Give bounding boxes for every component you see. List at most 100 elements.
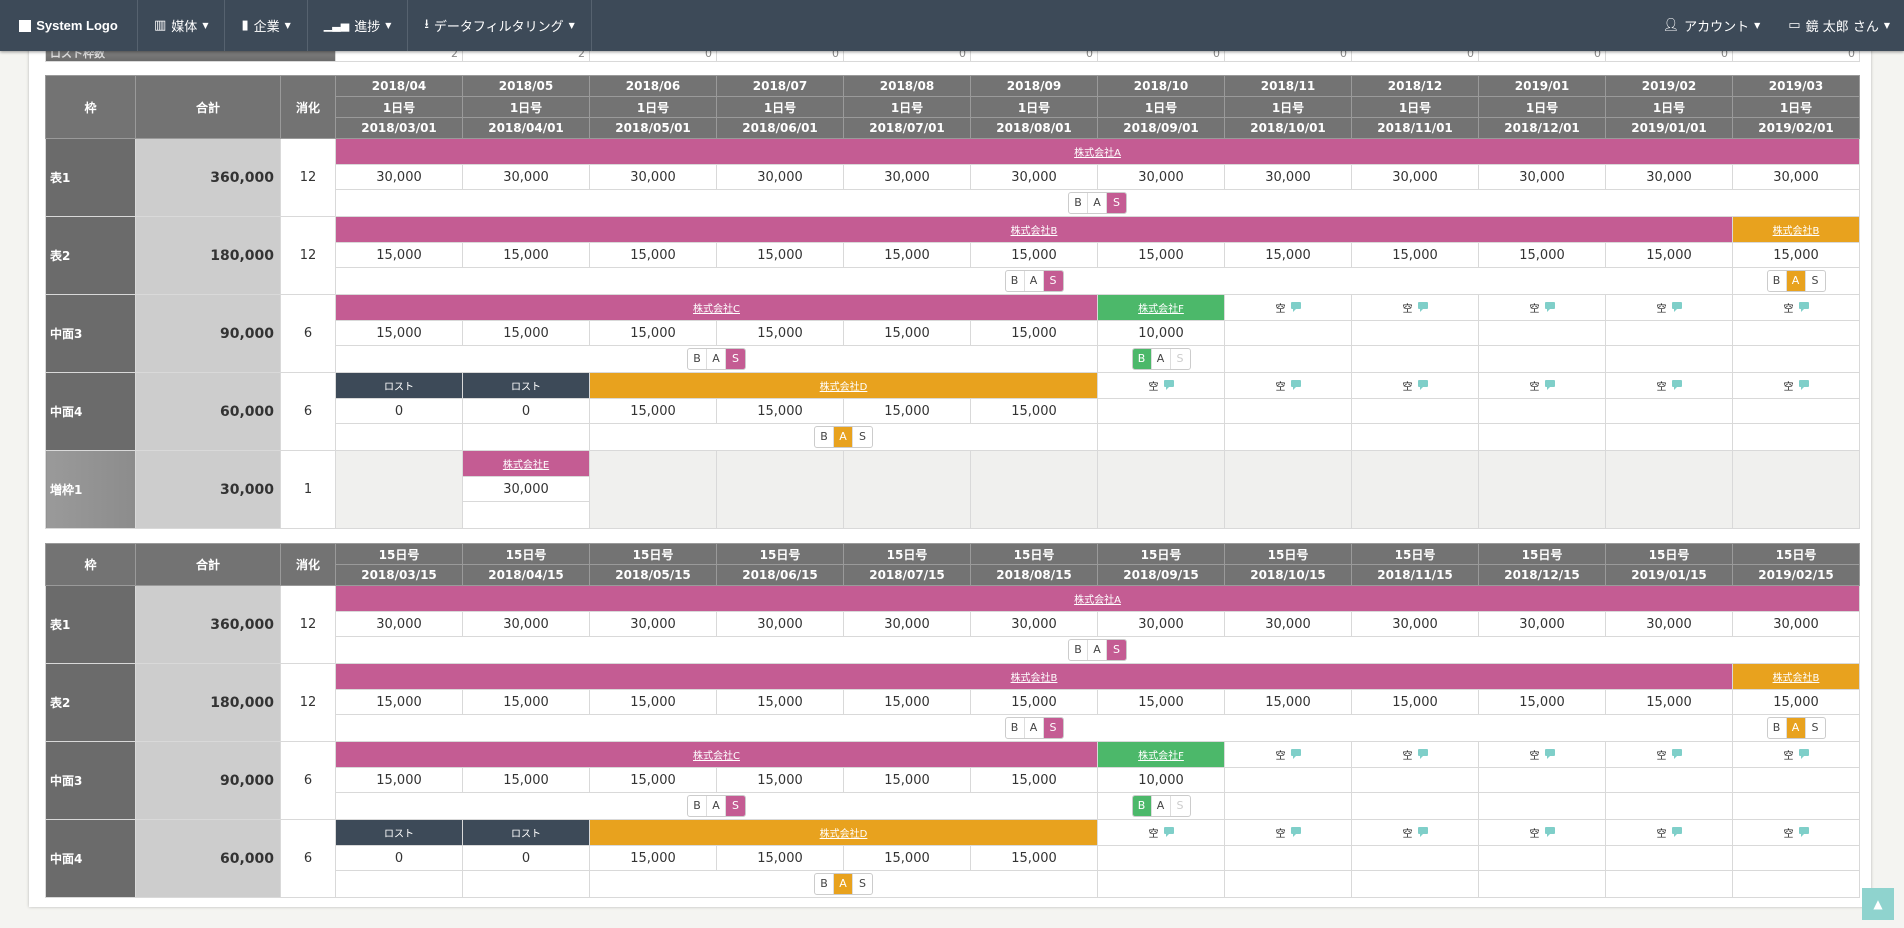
company-link[interactable]: 株式会社F (1138, 751, 1184, 762)
status-b-button[interactable]: B (1069, 193, 1088, 213)
vacant-slot[interactable]: 空 (1224, 741, 1352, 768)
status-b-button[interactable]: B (815, 427, 834, 447)
comment-icon[interactable] (1544, 302, 1555, 312)
vacant-slot[interactable]: 空 (1224, 819, 1352, 846)
nav-menu-data-filtering[interactable]: ⭳ データフィルタリング ▼ (408, 0, 592, 51)
status-s-button[interactable]: S (1176, 352, 1184, 365)
status-b-button[interactable]: B (1768, 718, 1787, 738)
vacant-slot[interactable]: 空 (1478, 294, 1606, 321)
comment-icon[interactable] (1290, 380, 1301, 390)
status-s-button[interactable]: S (1811, 721, 1819, 734)
company-booking[interactable]: 株式会社C (335, 741, 1098, 768)
status-a-button[interactable]: A (834, 874, 853, 894)
comment-icon[interactable] (1671, 749, 1682, 759)
status-s-button[interactable]: S (1176, 799, 1184, 812)
comment-icon[interactable] (1417, 380, 1428, 390)
comment-icon[interactable] (1798, 380, 1809, 390)
status-s-button[interactable]: S (859, 877, 866, 890)
vacant-slot[interactable]: 空 (1351, 819, 1479, 846)
vacant-slot[interactable]: 空 (1351, 294, 1479, 321)
company-link[interactable]: 株式会社B (1772, 673, 1820, 684)
comment-icon[interactable] (1671, 380, 1682, 390)
company-link[interactable]: 株式会社D (819, 382, 868, 393)
vacant-slot[interactable]: 空 (1605, 294, 1733, 321)
status-s-button[interactable]: S (1811, 274, 1819, 287)
vacant-slot[interactable]: 空 (1732, 372, 1860, 399)
status-b-button[interactable]: B (1132, 349, 1152, 369)
status-a-button[interactable]: A (1786, 271, 1806, 291)
comment-icon[interactable] (1290, 827, 1301, 837)
vacant-slot[interactable]: 空 (1097, 372, 1225, 399)
vacant-slot[interactable]: 空 (1478, 372, 1606, 399)
status-a-button[interactable]: A (1088, 640, 1107, 660)
status-a-button[interactable]: A (1152, 796, 1171, 816)
vacant-slot[interactable]: 空 (1732, 819, 1860, 846)
comment-icon[interactable] (1671, 302, 1682, 312)
status-s-button[interactable]: S (1107, 640, 1126, 660)
comment-icon[interactable] (1163, 827, 1174, 837)
company-link[interactable]: 株式会社B (1010, 673, 1058, 684)
company-link[interactable]: 株式会社D (819, 829, 868, 840)
comment-icon[interactable] (1290, 302, 1301, 312)
company-link[interactable]: 株式会社B (1772, 226, 1820, 237)
vacant-slot[interactable]: 空 (1097, 819, 1225, 846)
company-link[interactable]: 株式会社E (502, 460, 550, 471)
vacant-slot[interactable]: 空 (1478, 819, 1606, 846)
status-a-button[interactable]: A (1088, 193, 1107, 213)
status-a-button[interactable]: A (707, 796, 726, 816)
status-a-button[interactable]: A (1152, 349, 1171, 369)
vacant-slot[interactable]: 空 (1605, 819, 1733, 846)
vacant-slot[interactable]: 空 (1732, 294, 1860, 321)
nav-account-menu[interactable]: 👤︎ アカウント ▼ (1649, 0, 1775, 51)
company-booking[interactable]: 株式会社B (335, 663, 1733, 690)
company-booking[interactable]: 株式会社F (1097, 741, 1225, 768)
status-b-button[interactable]: B (1768, 271, 1787, 291)
vacant-slot[interactable]: 空 (1605, 741, 1733, 768)
status-s-button[interactable]: S (726, 796, 745, 816)
comment-icon[interactable] (1544, 380, 1555, 390)
vacant-slot[interactable]: 空 (1605, 372, 1733, 399)
vacant-slot[interactable]: 空 (1351, 372, 1479, 399)
status-b-button[interactable]: B (1069, 640, 1088, 660)
company-link[interactable]: 株式会社A (1074, 595, 1121, 606)
company-booking[interactable]: 株式会社F (1097, 294, 1225, 321)
status-b-button[interactable]: B (1132, 796, 1152, 816)
comment-icon[interactable] (1544, 749, 1555, 759)
status-b-button[interactable]: B (1006, 271, 1025, 291)
company-link[interactable]: 株式会社A (1074, 148, 1121, 159)
vacant-slot[interactable]: 空 (1224, 294, 1352, 321)
company-booking[interactable]: 株式会社A (335, 585, 1860, 612)
status-b-button[interactable]: B (815, 874, 834, 894)
vacant-slot[interactable]: 空 (1351, 741, 1479, 768)
nav-menu-company[interactable]: ▮ 企業 ▼ (225, 0, 308, 51)
status-a-button[interactable]: A (1025, 271, 1044, 291)
status-s-button[interactable]: S (1043, 718, 1063, 738)
comment-icon[interactable] (1798, 302, 1809, 312)
system-logo[interactable]: System Logo (0, 0, 138, 51)
comment-icon[interactable] (1544, 827, 1555, 837)
company-booking[interactable]: 株式会社C (335, 294, 1098, 321)
comment-icon[interactable] (1798, 827, 1809, 837)
company-booking[interactable]: 株式会社D (589, 819, 1098, 846)
status-a-button[interactable]: A (834, 427, 853, 447)
company-link[interactable]: 株式会社B (1010, 226, 1058, 237)
status-b-button[interactable]: B (688, 349, 707, 369)
vacant-slot[interactable]: 空 (1224, 372, 1352, 399)
comment-icon[interactable] (1671, 827, 1682, 837)
status-s-button[interactable]: S (1043, 271, 1063, 291)
company-link[interactable]: 株式会社F (1138, 304, 1184, 315)
status-a-button[interactable]: A (1786, 718, 1806, 738)
vacant-slot[interactable]: 空 (1732, 741, 1860, 768)
comment-icon[interactable] (1163, 380, 1174, 390)
company-booking[interactable]: 株式会社E (462, 450, 590, 477)
status-s-button[interactable]: S (859, 430, 866, 443)
company-link[interactable]: 株式会社C (693, 751, 740, 762)
nav-menu-media[interactable]: ▥ 媒体 ▼ (138, 0, 226, 51)
nav-user-menu[interactable]: ▭ 鏡 太郎 さん ▼ (1774, 0, 1904, 51)
company-link[interactable]: 株式会社C (693, 304, 740, 315)
status-s-button[interactable]: S (726, 349, 745, 369)
comment-icon[interactable] (1417, 302, 1428, 312)
company-booking[interactable]: 株式会社B (1732, 663, 1860, 690)
status-s-button[interactable]: S (1107, 193, 1126, 213)
comment-icon[interactable] (1417, 749, 1428, 759)
